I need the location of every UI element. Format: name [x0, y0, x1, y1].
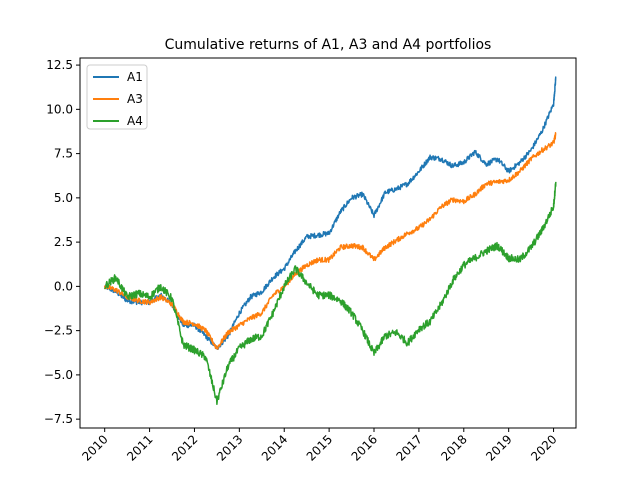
plot-frame	[79, 57, 577, 429]
legend-box	[86, 64, 148, 130]
y-tick-label: 12.5	[46, 58, 73, 72]
legend-label-a4: A4	[127, 114, 143, 128]
y-tick-label: 7.5	[54, 147, 73, 161]
y-tick-label: −7.5	[44, 412, 73, 426]
y-tick-label: −5.0	[44, 368, 73, 382]
series-line-a3	[103, 132, 557, 350]
legend: A1 A3 A4	[86, 64, 148, 130]
y-tick-label: 10.0	[46, 102, 73, 116]
legend-label-a3: A3	[127, 92, 143, 106]
legend-label-a1: A1	[127, 70, 143, 84]
series-line-a4	[104, 181, 557, 406]
series-layer	[103, 76, 557, 406]
y-tick-label: 5.0	[54, 191, 73, 205]
y-tick-label: 0.0	[54, 279, 73, 293]
series-line-a1	[103, 76, 557, 350]
y-axis: 12.5 10.0 7.5 5.0 2.5 0.0 −2.5 −5.0 −7.5	[44, 58, 80, 426]
y-tick-label: 2.5	[54, 235, 73, 249]
chart-title: Cumulative returns of A1, A3 and A4 port…	[165, 37, 492, 53]
y-tick-label: −2.5	[44, 324, 73, 338]
